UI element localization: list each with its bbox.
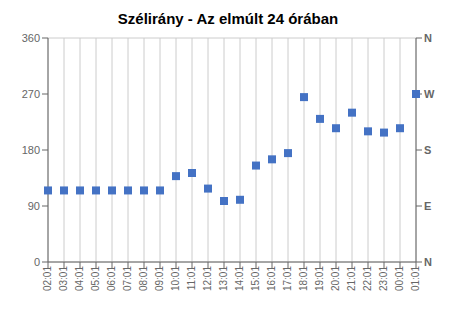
svg-text:05:01: 05:01 bbox=[90, 266, 101, 291]
svg-text:N: N bbox=[424, 32, 432, 44]
svg-text:20:01: 20:01 bbox=[330, 266, 341, 291]
svg-text:14:01: 14:01 bbox=[234, 266, 245, 291]
svg-text:13:01: 13:01 bbox=[218, 266, 229, 291]
svg-text:22:01: 22:01 bbox=[362, 266, 373, 291]
svg-text:180: 180 bbox=[22, 144, 40, 156]
svg-text:15:01: 15:01 bbox=[250, 266, 261, 291]
svg-text:11:01: 11:01 bbox=[186, 266, 197, 291]
svg-text:08:01: 08:01 bbox=[138, 266, 149, 291]
svg-text:16:01: 16:01 bbox=[266, 266, 277, 291]
svg-text:18:01: 18:01 bbox=[298, 266, 309, 291]
svg-text:04:01: 04:01 bbox=[74, 266, 85, 291]
svg-text:360: 360 bbox=[22, 32, 40, 44]
svg-text:0: 0 bbox=[34, 256, 40, 268]
svg-text:10:01: 10:01 bbox=[170, 266, 181, 291]
html-text:Szélirány - Az elmúlt 24 órába: Szélirány - Az elmúlt 24 órában bbox=[117, 10, 339, 27]
svg-text:19:01: 19:01 bbox=[314, 266, 325, 291]
svg-text:23:01: 23:01 bbox=[378, 266, 389, 291]
svg-text:09:01: 09:01 bbox=[154, 266, 165, 291]
svg-text:12:01: 12:01 bbox=[202, 266, 213, 291]
svg-text:S: S bbox=[424, 144, 431, 156]
svg-text:21:01: 21:01 bbox=[346, 266, 357, 291]
svg-text:01:01: 01:01 bbox=[410, 266, 421, 291]
svg-text:270: 270 bbox=[22, 88, 40, 100]
svg-text:17:01: 17:01 bbox=[282, 266, 293, 291]
svg-text:02:01: 02:01 bbox=[42, 266, 53, 291]
svg-text:07:01: 07:01 bbox=[122, 266, 133, 291]
svg-text:E: E bbox=[424, 200, 431, 212]
svg-text:90: 90 bbox=[28, 200, 40, 212]
svg-text:03:01: 03:01 bbox=[58, 266, 69, 291]
svg-text:00:01: 00:01 bbox=[394, 266, 405, 291]
svg-text:06:01: 06:01 bbox=[106, 266, 117, 291]
svg-text:N: N bbox=[424, 256, 432, 268]
svg-text:W: W bbox=[424, 88, 435, 100]
